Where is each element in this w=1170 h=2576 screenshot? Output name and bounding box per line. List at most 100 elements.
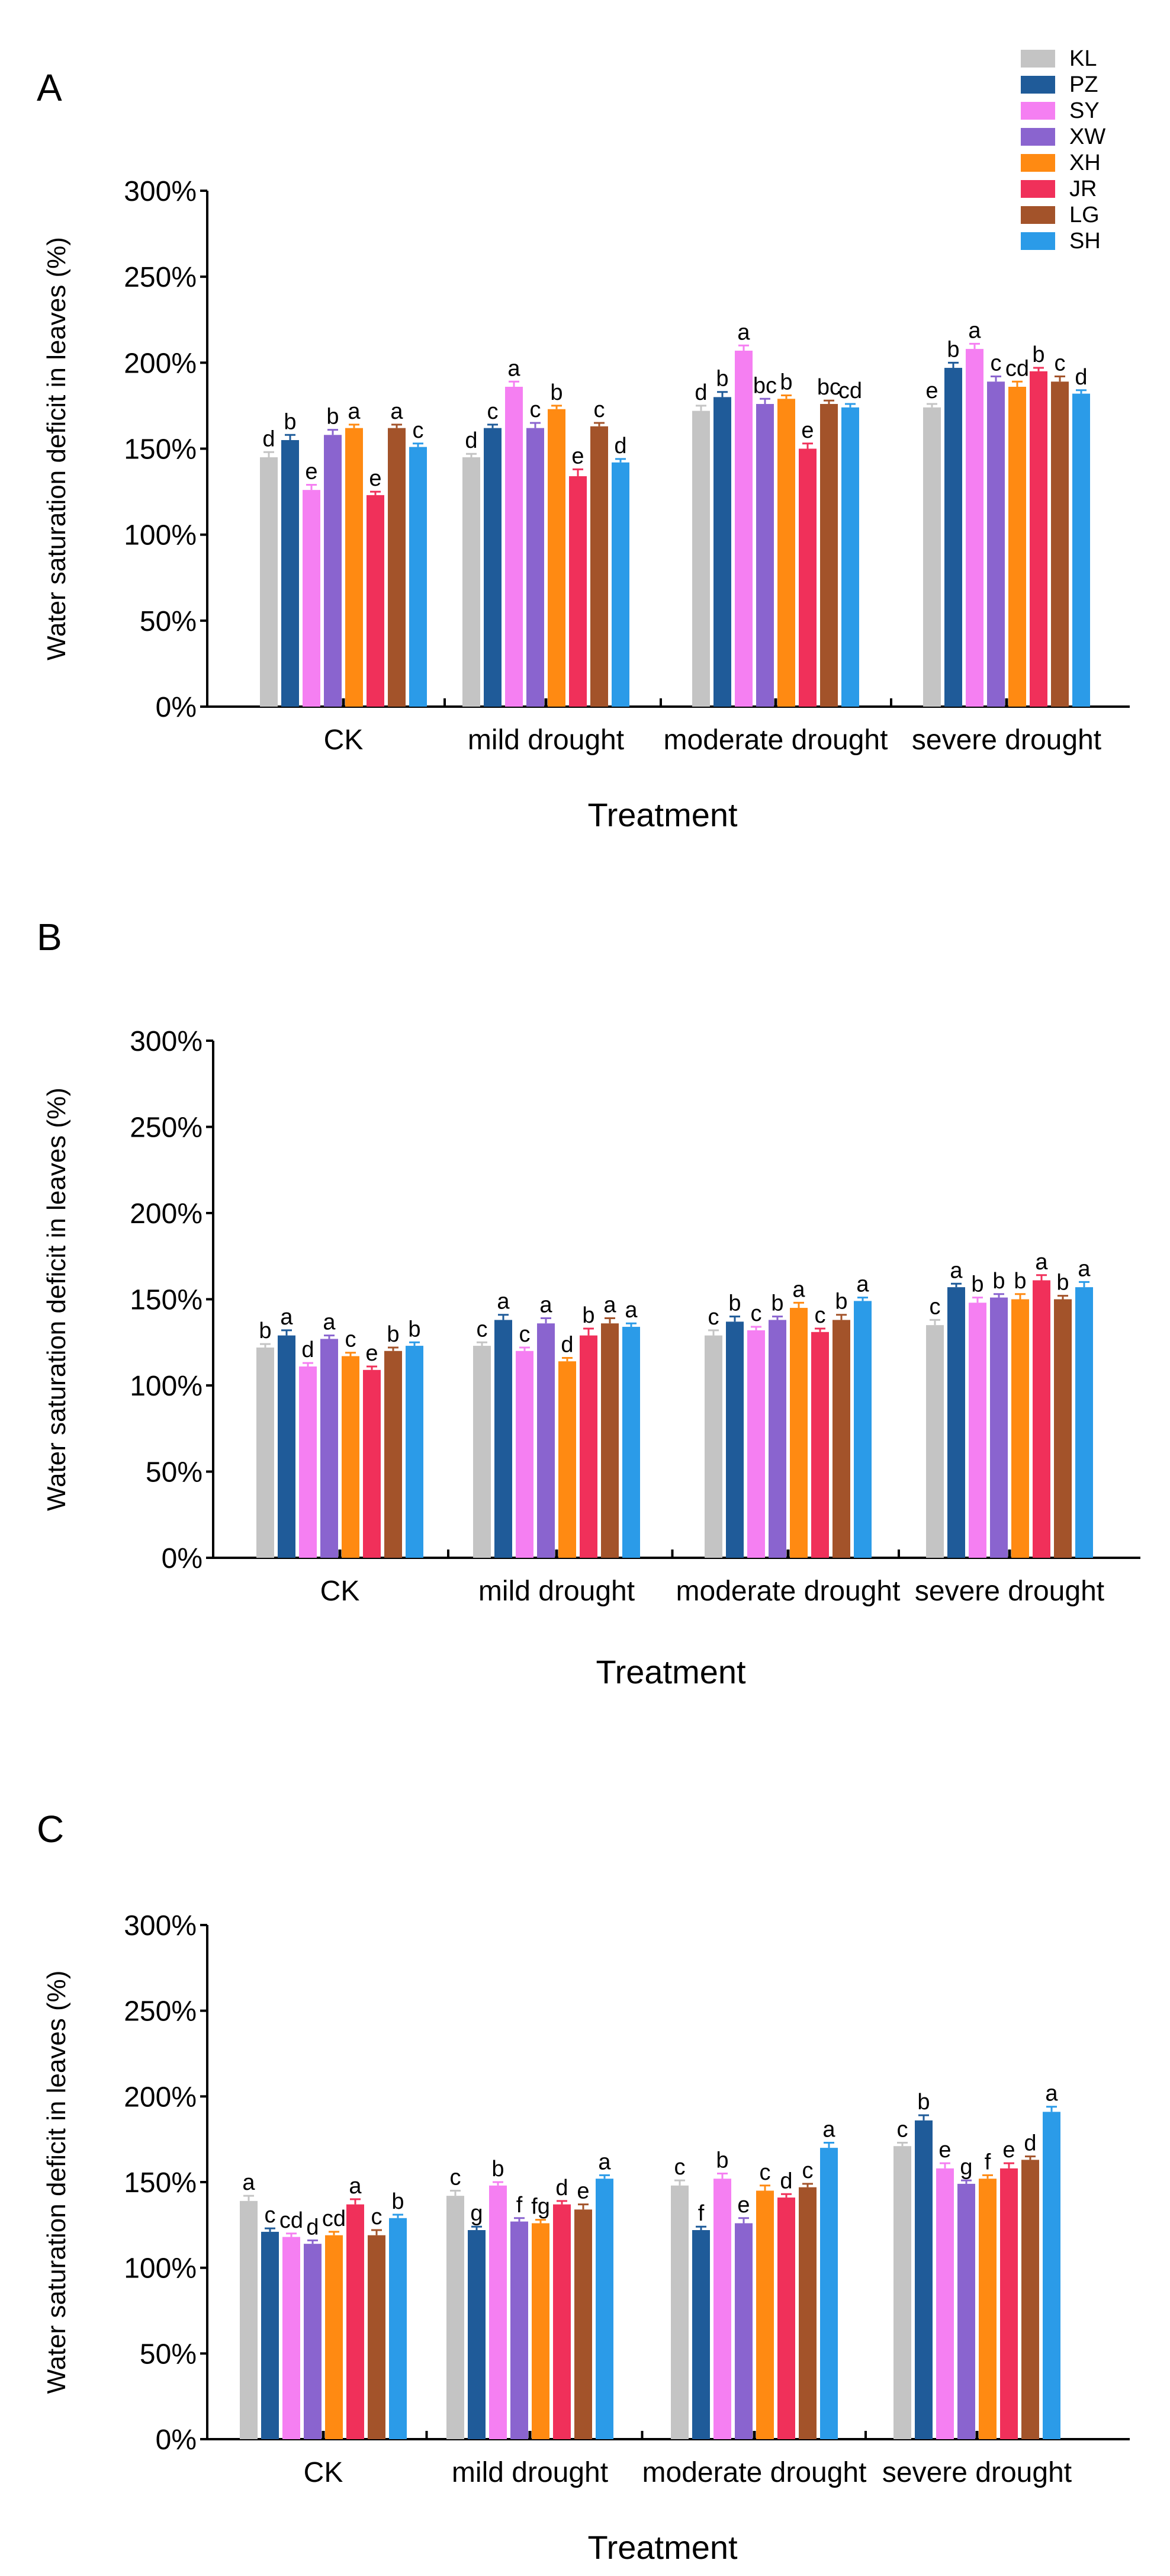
x-category-label: mild drought: [452, 2457, 608, 2488]
y-tick-label: 100%: [124, 2253, 197, 2285]
bar-xw-moderate-drought: [756, 404, 774, 707]
legend-label-sy: SY: [1069, 98, 1100, 123]
significance-letter: b: [491, 2157, 504, 2182]
bar-xh-ck: [342, 1356, 359, 1558]
significance-letter: cd: [322, 2206, 346, 2231]
significance-letter: e: [1002, 2138, 1015, 2163]
y-tick-label: 250%: [124, 1996, 197, 2028]
significance-letter: c: [477, 1317, 488, 1342]
bar-sy-moderate-drought: [747, 1330, 765, 1558]
legend-label-lg: LG: [1069, 203, 1100, 227]
significance-letter: b: [284, 409, 296, 434]
bar-kl-moderate-drought: [705, 1335, 722, 1558]
significance-letter: b: [387, 1322, 399, 1347]
x-axis-title: Treatment: [587, 796, 738, 833]
significance-letter: c: [1055, 351, 1066, 376]
significance-letter: b: [780, 370, 792, 394]
significance-letter: b: [550, 380, 562, 405]
significance-letter: bc: [817, 375, 841, 400]
legend-swatch-sy: [1021, 102, 1055, 120]
bar-xh-severe-drought: [1011, 1299, 1029, 1558]
bar-xw-ck: [304, 2244, 322, 2439]
bar-lg-ck: [388, 428, 406, 707]
bar-sy-severe-drought: [969, 1303, 986, 1558]
significance-letter: d: [780, 2168, 792, 2193]
bar-sh-severe-drought: [1075, 1287, 1093, 1558]
chart-panel-b: B 0% 50% 100% 150% 200% 250% 300% Water saturati…: [37, 916, 1140, 1690]
bar-pz-severe-drought: [944, 368, 962, 707]
bar-lg-moderate-drought: [832, 1320, 850, 1558]
significance-letter: c: [594, 397, 605, 422]
bar-xh-ck: [345, 428, 363, 707]
significance-letter: c: [930, 1294, 941, 1319]
significance-letter: d: [561, 1332, 573, 1357]
bar-jr-mild-drought: [580, 1335, 597, 1558]
significance-letter: a: [323, 1310, 336, 1335]
bar-sy-ck: [282, 2237, 300, 2439]
significance-letter: c: [345, 1327, 356, 1352]
bar-pz-ck: [281, 440, 299, 707]
significance-letter: c: [519, 1322, 531, 1347]
panel-letter: B: [37, 916, 62, 958]
bar-pz-mild-drought: [494, 1320, 512, 1558]
significance-letter: a: [507, 356, 520, 381]
bar-xh-mild-drought: [532, 2223, 549, 2439]
legend-label-xw: XW: [1069, 124, 1105, 149]
legend-swatch-xw: [1021, 128, 1055, 146]
bar-kl-ck: [240, 2200, 258, 2439]
bar-xw-severe-drought: [957, 2183, 975, 2439]
x-category-label: CK: [320, 1576, 360, 1607]
bar-lg-mild-drought: [601, 1323, 619, 1558]
bar-sy-severe-drought: [936, 2168, 954, 2439]
bar-sy-mild-drought: [505, 386, 523, 707]
significance-letter: e: [737, 2193, 750, 2218]
chart-panel-c: C 0% 50% 100% 150% 200% 250% 300% Water saturati…: [37, 1808, 1130, 2566]
bar-lg-severe-drought: [1021, 2160, 1039, 2439]
significance-letter: a: [242, 2170, 255, 2195]
y-tick-label: 200%: [124, 348, 197, 379]
y-tick-label: 50%: [140, 606, 197, 637]
significance-letter: c: [265, 2203, 276, 2228]
significance-letter: a: [822, 2117, 835, 2142]
bar-kl-moderate-drought: [692, 410, 710, 707]
bar-pz-moderate-drought: [726, 1321, 744, 1558]
y-tick-label: 150%: [124, 434, 197, 466]
significance-letter: a: [792, 1277, 805, 1302]
significance-letter: b: [259, 1319, 271, 1343]
x-category-label: moderate drought: [642, 2457, 867, 2488]
significance-letter: f: [698, 2201, 705, 2226]
legend-label-kl: KL: [1069, 46, 1097, 71]
significance-letter: a: [598, 2150, 611, 2174]
bar-sh-ck: [409, 447, 427, 707]
significance-letter: b: [971, 1272, 983, 1297]
bar-sy-ck: [303, 490, 320, 707]
y-tick-label: 300%: [124, 176, 197, 207]
bar-sy-moderate-drought: [713, 2179, 731, 2439]
significance-letter: d: [555, 2176, 568, 2200]
x-category-label: CK: [324, 724, 364, 756]
bar-sh-mild-drought: [596, 2179, 613, 2439]
significance-letter: c: [450, 2165, 461, 2190]
bar-lg-moderate-drought: [820, 404, 838, 707]
significance-letter: d: [1075, 365, 1087, 390]
bar-pz-severe-drought: [947, 1287, 965, 1558]
bar-xw-ck: [324, 435, 342, 707]
significance-letter: a: [856, 1272, 869, 1297]
bar-jr-ck: [346, 2204, 364, 2439]
significance-letter: e: [571, 444, 584, 469]
y-tick-label: 100%: [124, 520, 197, 551]
significance-letter: e: [369, 466, 381, 491]
significance-letter: b: [408, 1317, 420, 1342]
legend-swatch-jr: [1021, 180, 1055, 198]
significance-letter: c: [530, 397, 541, 422]
bar-xw-moderate-drought: [735, 2223, 753, 2439]
significance-letter: b: [917, 2090, 930, 2115]
bar-sh-severe-drought: [1072, 393, 1090, 707]
significance-letter: a: [348, 399, 361, 424]
significance-letter: a: [1078, 1256, 1091, 1281]
bar-xh-mild-drought: [558, 1361, 576, 1558]
bar-jr-moderate-drought: [799, 448, 817, 707]
bar-kl-severe-drought: [923, 407, 941, 707]
legend-label-xh: XH: [1069, 150, 1101, 175]
